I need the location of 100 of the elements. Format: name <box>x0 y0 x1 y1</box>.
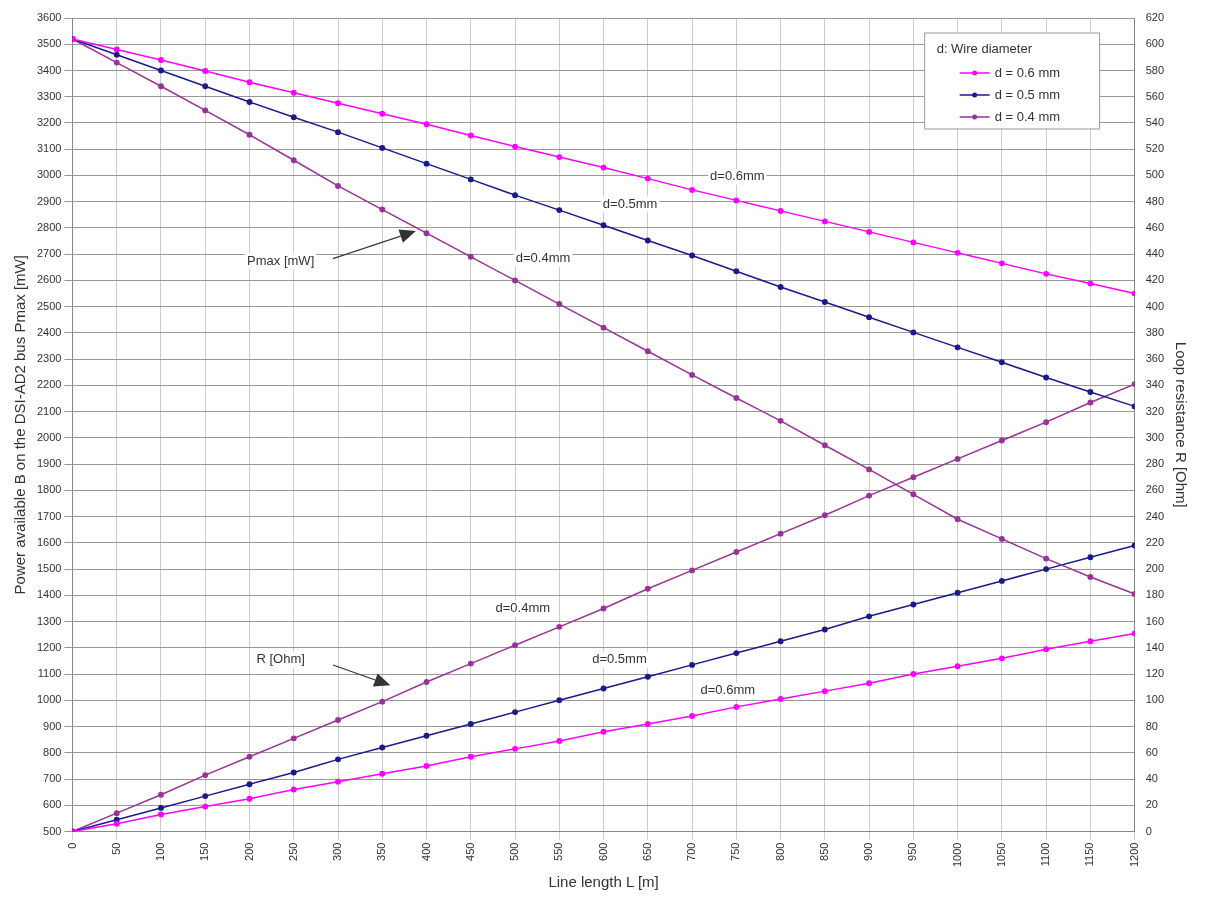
annotation: d=0.5mm <box>602 195 658 211</box>
y2-tick-label: 380 <box>1145 325 1165 338</box>
x-tick-label: 1000 <box>950 842 963 868</box>
y2-tick-label: 440 <box>1145 247 1165 260</box>
y2-tick-label: 40 <box>1145 772 1158 785</box>
y-tick-label: 2200 <box>36 378 62 391</box>
x-tick-label: 150 <box>198 842 211 861</box>
x-tick-label: 900 <box>862 842 875 861</box>
y2-tick-label: 120 <box>1145 667 1165 680</box>
y-tick-label: 3600 <box>36 11 62 24</box>
y2-tick-label: 600 <box>1145 37 1165 50</box>
y2-tick-label: 320 <box>1145 404 1165 417</box>
y-tick-label: 1900 <box>36 457 62 470</box>
x-tick-label: 950 <box>906 842 919 861</box>
y2-tick-label: 480 <box>1145 194 1165 207</box>
y2-tick-label: 100 <box>1145 693 1165 706</box>
annotation: d=0.5mm <box>592 651 647 667</box>
annotation: Pmax [mW] <box>247 252 315 268</box>
y-tick-label: 3100 <box>36 142 62 155</box>
y-tick-label: 1800 <box>36 483 62 496</box>
y-tick-label: 500 <box>43 824 62 837</box>
y2-tick-label: 0 <box>1145 824 1152 837</box>
legend-label: d = 0.4 mm <box>994 108 1061 124</box>
y2-tick-label: 180 <box>1145 588 1165 601</box>
y-tick-label: 3000 <box>36 168 62 181</box>
y-tick-label: 2100 <box>36 404 62 417</box>
y2-tick-label: 240 <box>1145 509 1165 522</box>
y-tick-label: 1700 <box>36 509 62 522</box>
y2-tick-label: 140 <box>1145 640 1165 653</box>
y2-tick-label: 200 <box>1145 562 1165 575</box>
x-tick-label: 350 <box>375 842 388 861</box>
y2-tick-label: 80 <box>1145 719 1158 732</box>
annotation: d=0.4mm <box>495 600 551 616</box>
x-tick-label: 300 <box>331 842 344 861</box>
x-tick-label: 650 <box>640 842 653 861</box>
y-tick-label: 1100 <box>37 667 62 680</box>
y-tick-label: 3200 <box>36 116 62 128</box>
y2-axis-title: Loop resistance R [Ohm] <box>1172 341 1190 508</box>
x-tick-label: 500 <box>508 842 521 861</box>
x-tick-label: 1200 <box>1127 842 1140 868</box>
x-tick-label: 700 <box>685 842 698 861</box>
x-tick-label: 750 <box>729 842 742 861</box>
y2-tick-label: 460 <box>1145 220 1165 233</box>
y2-tick-label: 500 <box>1145 168 1165 181</box>
x-tick-label: 400 <box>419 842 432 861</box>
annotation: d=0.6mm <box>700 682 756 698</box>
y2-tick-label: 420 <box>1145 273 1165 286</box>
y-tick-label: 1200 <box>36 640 62 653</box>
y-tick-label: 2900 <box>36 194 62 207</box>
x-tick-label: 200 <box>242 842 255 861</box>
x-tick-label: 50 <box>109 842 122 855</box>
y-tick-label: 3300 <box>36 89 62 102</box>
y2-tick-label: 60 <box>1145 745 1158 758</box>
y-tick-label: 2000 <box>36 430 62 443</box>
y2-tick-label: 520 <box>1145 142 1165 155</box>
y-tick-label: 600 <box>43 798 62 811</box>
y-tick-label: 1400 <box>36 588 62 601</box>
x-tick-label: 100 <box>154 842 167 861</box>
y2-tick-label: 340 <box>1145 378 1165 391</box>
x-tick-label: 450 <box>463 842 476 861</box>
y-tick-label: 800 <box>43 745 62 758</box>
y-tick-label: 900 <box>43 719 62 732</box>
y2-tick-label: 620 <box>1145 11 1165 24</box>
y-tick-label: 2400 <box>36 325 62 338</box>
x-tick-label: 1100 <box>1039 842 1052 867</box>
x-tick-label: 850 <box>817 842 830 861</box>
y2-tick-label: 300 <box>1145 430 1165 443</box>
y-tick-label: 3400 <box>36 63 62 76</box>
y2-tick-label: 360 <box>1145 352 1165 365</box>
y-tick-label: 1600 <box>36 535 62 548</box>
x-tick-label: 550 <box>552 842 565 861</box>
y2-tick-label: 280 <box>1145 457 1165 470</box>
y2-tick-label: 260 <box>1145 483 1165 496</box>
x-tick-label: 1050 <box>994 842 1007 868</box>
y-tick-label: 2600 <box>36 273 62 286</box>
x-tick-label: 800 <box>773 842 786 861</box>
y-tick-label: 1500 <box>36 562 62 575</box>
y2-tick-label: 580 <box>1145 63 1165 76</box>
y-tick-label: 2800 <box>36 220 62 233</box>
x-axis-title: Line length L [m] <box>548 873 659 891</box>
annotation: R [Ohm] <box>256 651 305 667</box>
y-tick-label: 1300 <box>36 614 62 627</box>
annotation: d=0.4mm <box>515 250 571 266</box>
legend-label: d = 0.5 mm <box>994 86 1061 102</box>
annotation: d=0.6mm <box>710 168 765 184</box>
y2-tick-label: 220 <box>1145 535 1165 548</box>
y2-tick-label: 560 <box>1145 89 1165 102</box>
x-tick-label: 250 <box>286 842 299 861</box>
y-tick-label: 2500 <box>36 299 62 312</box>
x-tick-label: 0 <box>65 842 78 849</box>
y2-tick-label: 540 <box>1145 116 1165 128</box>
y2-tick-label: 20 <box>1145 798 1158 811</box>
y-tick-label: 2300 <box>36 352 62 365</box>
y-tick-label: 1000 <box>36 693 62 706</box>
x-tick-label: 600 <box>596 842 609 861</box>
legend-title: d: Wire diameter <box>936 40 1033 56</box>
y2-tick-label: 400 <box>1145 299 1165 312</box>
y2-tick-label: 160 <box>1145 614 1165 627</box>
y-tick-label: 2700 <box>36 247 62 260</box>
x-tick-label: 1150 <box>1083 842 1096 867</box>
